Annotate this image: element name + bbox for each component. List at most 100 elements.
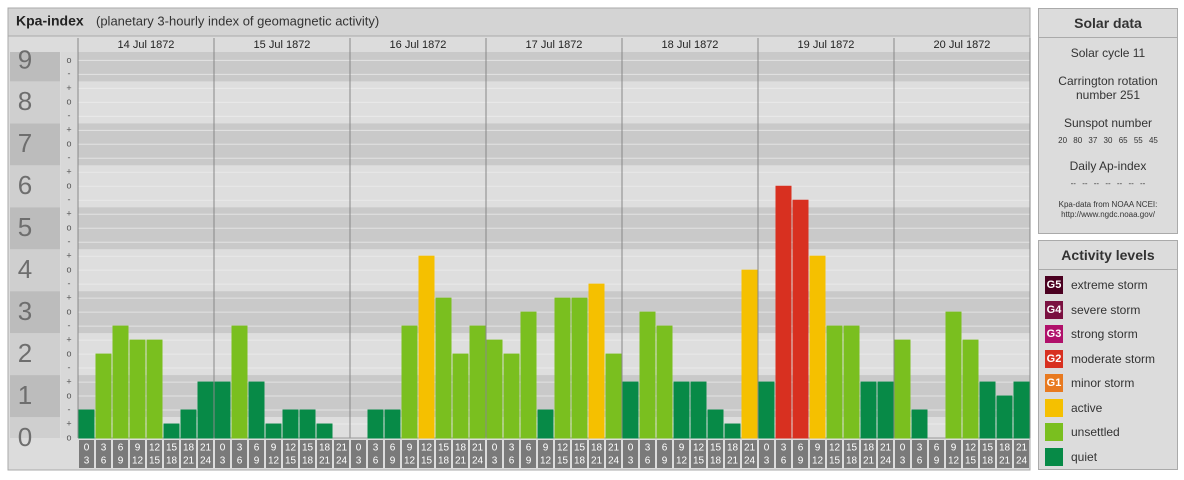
interval-box [759,440,774,468]
interval-start: 6 [662,443,668,454]
bar [792,199,809,439]
bar [860,381,877,439]
interval-box [929,440,944,468]
y-minor-label: + [66,83,71,93]
interval-start: 6 [798,443,804,454]
interval-end: 21 [863,456,875,467]
sunspot-value: 65 [1118,136,1128,145]
bar [622,381,639,439]
y-minor-label: - [68,153,71,163]
interval-box [963,440,978,468]
interval-end: 18 [846,456,858,467]
interval-start: 6 [526,443,532,454]
interval-box [419,440,434,468]
interval-box [912,440,927,468]
level-item: G5 extreme storm [1039,273,1177,298]
interval-box [640,440,655,468]
interval-start: 3 [781,443,787,454]
interval-box [572,440,587,468]
interval-start: 9 [407,443,413,454]
bar [520,311,537,439]
interval-box [164,440,179,468]
bar [418,255,435,439]
interval-box [198,440,213,468]
interval-box [130,440,145,468]
kp-chart: Kpa-index (planetary 3-hourly index of g… [7,7,1031,471]
bar [690,381,707,439]
bar [877,381,894,439]
rotation: Carrington rotation number 251 [1039,74,1177,102]
bar [911,409,928,439]
y-minor-label: o [66,432,71,442]
interval-box [470,440,485,468]
interval-box [895,440,910,468]
interval-start: 12 [557,443,569,454]
bar [180,409,197,439]
interval-start: 9 [135,443,141,454]
interval-end: 6 [917,456,923,467]
interval-start: 12 [285,443,297,454]
interval-box [725,440,740,468]
day-label: 16 Jul 1872 [390,39,447,51]
ap-value: -- [1070,179,1076,188]
interval-end: 21 [591,456,603,467]
source-line: Kpa-data from NOAA NCEI: [1058,200,1158,209]
chart-title: Kpa-index [16,13,84,29]
interval-end: 21 [455,456,467,467]
label-band [10,375,60,418]
interval-end: 6 [101,456,107,467]
interval-start: 3 [509,443,515,454]
interval-start: 12 [693,443,705,454]
label-band [10,207,60,250]
sunspot-title: Sunspot number [1063,116,1153,130]
bar [197,381,214,439]
interval-end: 9 [798,456,804,467]
day-label: 17 Jul 1872 [526,39,583,51]
interval-end: 15 [149,456,161,467]
interval-box [402,440,417,468]
interval-box [334,440,349,468]
interval-end: 15 [965,456,977,467]
band [78,52,1030,82]
bar [656,325,673,439]
y-minor-label: - [68,362,71,372]
bar [299,409,316,439]
interval-start: 18 [455,443,467,454]
interval-end: 3 [84,456,90,467]
interval-start: 15 [166,443,178,454]
interval-start: 21 [472,443,484,454]
interval-start: 12 [965,443,977,454]
interval-box [436,440,451,468]
interval-box [266,440,281,468]
interval-start: 21 [336,443,348,454]
y-minor-label: - [68,279,71,289]
level-badge: G3 [1045,325,1063,344]
title-bar [7,7,1031,37]
interval-end: 24 [1016,456,1028,467]
interval-end: 3 [628,456,634,467]
y-tick-label: 4 [18,254,32,284]
interval-end: 15 [285,456,297,467]
day-label: 20 Jul 1872 [934,39,991,51]
interval-end: 15 [693,456,705,467]
y-minor-label: - [68,195,71,205]
interval-start: 6 [390,443,396,454]
level-item: G3 strong storm [1039,322,1177,347]
interval-start: 6 [254,443,260,454]
bar [588,283,605,439]
interval-start: 15 [710,443,722,454]
interval-end: 6 [509,456,515,467]
y-minor-label: + [66,125,71,135]
ap-value: -- [1140,179,1146,188]
interval-end: 24 [880,456,892,467]
interval-start: 0 [628,443,634,454]
bar [316,423,333,439]
y-minor-label: + [66,251,71,261]
y-minor-label: - [68,404,71,414]
interval-box [810,440,825,468]
level-label: severe storm [1071,302,1141,317]
label-band [10,81,60,124]
rotation-line: Carrington rotation [1058,74,1158,88]
bar [367,409,384,439]
bar [775,185,792,439]
